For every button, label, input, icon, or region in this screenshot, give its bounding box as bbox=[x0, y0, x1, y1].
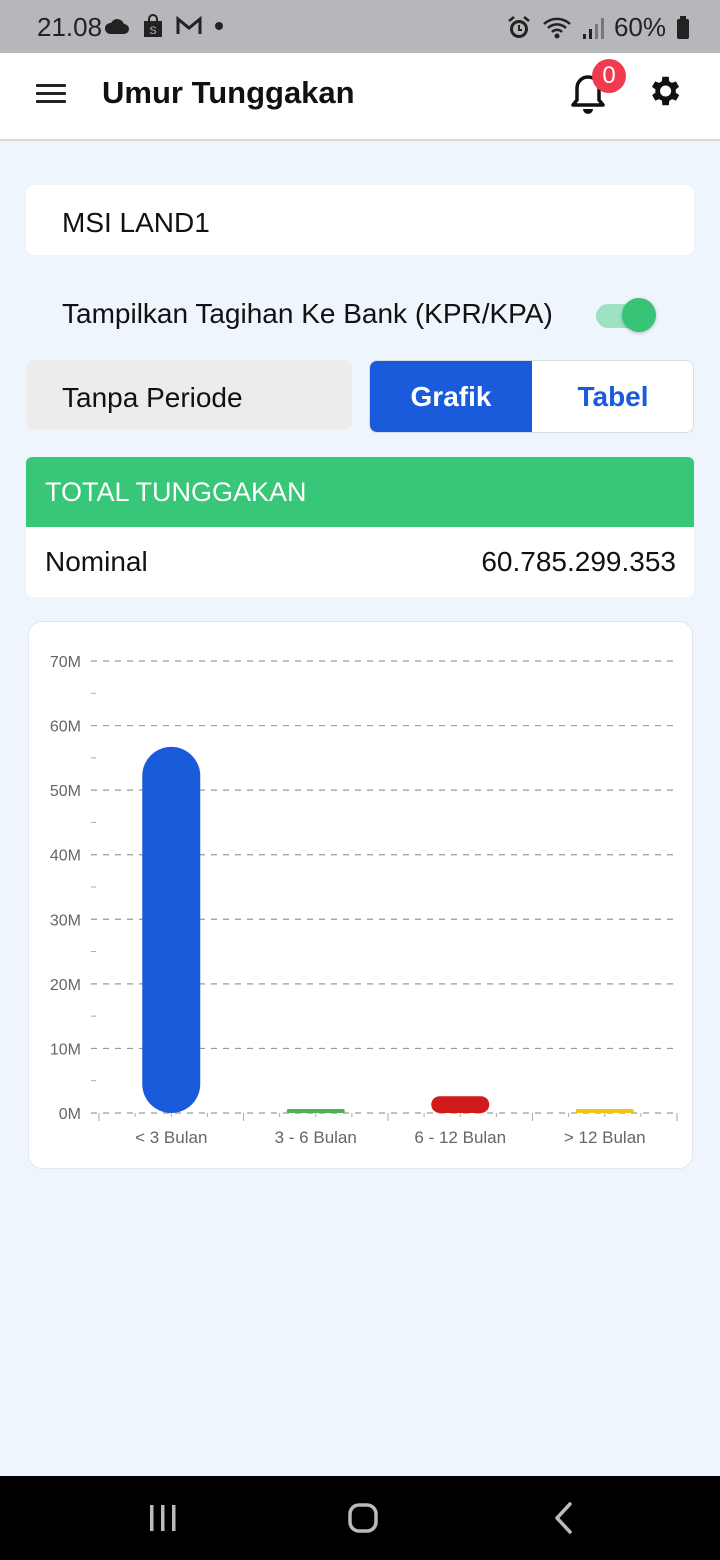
y-tick-label: 60M bbox=[50, 719, 81, 736]
period-label: Tanpa Periode bbox=[62, 382, 243, 413]
notification-badge: 0 bbox=[592, 59, 626, 93]
nominal-label: Nominal bbox=[45, 546, 148, 577]
y-tick-label: 30M bbox=[50, 912, 81, 929]
status-bar: 21.08 S 60% bbox=[0, 0, 720, 53]
y-tick-label: 50M bbox=[50, 783, 81, 800]
gmail-icon bbox=[176, 16, 202, 34]
bank-bill-toggle[interactable] bbox=[596, 298, 660, 334]
x-tick-label: 3 - 6 Bulan bbox=[275, 1128, 357, 1147]
signal-icon bbox=[582, 17, 604, 39]
y-tick-label: 40M bbox=[50, 848, 81, 865]
arrears-bar-chart: 0M 10M 20M 30M 40M 50M 60M 70M < 3 Bulan 3 - 6 Bu… bbox=[50, 654, 678, 1147]
project-name: MSI LAND1 bbox=[62, 207, 210, 238]
alarm-icon bbox=[508, 15, 530, 38]
battery-icon bbox=[677, 15, 689, 39]
gear-icon[interactable] bbox=[645, 72, 683, 110]
period-select[interactable]: Tanpa Periode bbox=[26, 360, 352, 430]
y-tick-label: 10M bbox=[50, 1041, 81, 1058]
x-tick-label: > 12 Bulan bbox=[564, 1128, 646, 1147]
back-icon[interactable] bbox=[543, 1496, 587, 1540]
view-tabs: Grafik Tabel bbox=[369, 360, 694, 433]
y-tick-label: 0M bbox=[59, 1106, 81, 1123]
page-title: Umur Tunggakan bbox=[102, 75, 355, 110]
bar[interactable] bbox=[142, 746, 201, 1113]
x-tick-label: 6 - 12 Bulan bbox=[414, 1128, 506, 1147]
status-time: 21.08 bbox=[37, 12, 103, 42]
y-tick-label: 70M bbox=[50, 654, 81, 671]
project-selector[interactable]: MSI LAND1 bbox=[26, 185, 694, 255]
total-header: TOTAL TUNGGAKAN bbox=[26, 457, 694, 527]
chart-card: 0M 10M 20M 30M 40M 50M 60M 70M < 3 Bulan 3 - 6 Bu… bbox=[28, 621, 693, 1169]
y-tick-label: 20M bbox=[50, 977, 81, 994]
bar[interactable] bbox=[286, 1109, 345, 1113]
wifi-icon bbox=[543, 17, 571, 38]
bar[interactable] bbox=[431, 1096, 490, 1113]
battery-percent: 60% bbox=[613, 12, 666, 42]
tab-grafik[interactable]: Grafik bbox=[370, 361, 532, 432]
navigation-bar bbox=[0, 1476, 720, 1560]
home-icon[interactable] bbox=[341, 1496, 385, 1540]
tab-tabel[interactable]: Tabel bbox=[532, 361, 693, 432]
shopping-bag-icon: S bbox=[144, 14, 162, 37]
nominal-value: 60.785.299.353 bbox=[481, 546, 676, 577]
x-tick-label: < 3 Bulan bbox=[135, 1128, 207, 1147]
status-icons-left: S bbox=[104, 14, 224, 38]
svg-text:S: S bbox=[149, 25, 156, 37]
recent-apps-icon[interactable] bbox=[141, 1496, 185, 1540]
toggle-label: Tampilkan Tagihan Ke Bank (KPR/KPA) bbox=[62, 298, 553, 329]
toggle-thumb bbox=[622, 298, 656, 332]
app-bar: Umur Tunggakan 0 bbox=[0, 53, 720, 141]
dot-icon bbox=[215, 22, 223, 30]
cloud-icon bbox=[104, 19, 129, 34]
menu-icon[interactable] bbox=[36, 79, 66, 109]
bar[interactable] bbox=[575, 1109, 634, 1113]
total-title: TOTAL TUNGGAKAN bbox=[45, 477, 307, 507]
total-card: TOTAL TUNGGAKAN Nominal 60.785.299.353 bbox=[26, 457, 694, 597]
status-icons-right: 60% bbox=[506, 12, 690, 43]
